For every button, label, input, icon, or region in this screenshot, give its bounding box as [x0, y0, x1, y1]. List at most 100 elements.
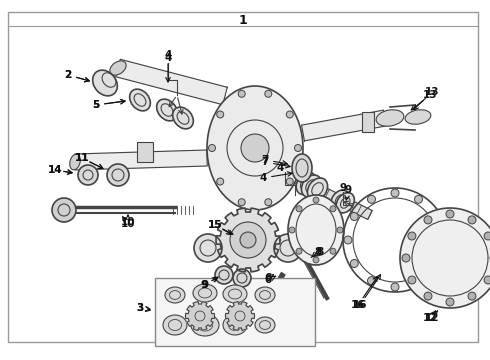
Circle shape	[408, 276, 416, 284]
Ellipse shape	[191, 314, 219, 336]
Text: 3: 3	[136, 303, 144, 313]
Circle shape	[294, 144, 301, 152]
Text: 9: 9	[200, 280, 208, 290]
Text: 6: 6	[265, 275, 271, 285]
Text: 10: 10	[121, 217, 135, 227]
Bar	[155, 278, 315, 346]
Circle shape	[424, 292, 432, 300]
Circle shape	[78, 165, 98, 185]
Circle shape	[350, 212, 358, 220]
Ellipse shape	[110, 61, 126, 75]
Circle shape	[432, 260, 440, 267]
Text: 2: 2	[64, 70, 72, 80]
Ellipse shape	[207, 86, 303, 210]
Text: 15: 15	[208, 220, 222, 230]
Circle shape	[296, 206, 302, 212]
Circle shape	[330, 206, 336, 212]
Ellipse shape	[172, 107, 194, 129]
Circle shape	[415, 277, 422, 285]
Circle shape	[344, 236, 352, 244]
Circle shape	[286, 111, 294, 118]
Text: 3: 3	[136, 303, 144, 313]
Circle shape	[391, 283, 399, 291]
Ellipse shape	[255, 317, 275, 333]
Text: 14: 14	[48, 165, 62, 175]
Text: 4: 4	[259, 173, 267, 183]
Circle shape	[313, 257, 319, 263]
Text: 5: 5	[93, 100, 99, 110]
Text: 9: 9	[344, 185, 351, 195]
Polygon shape	[293, 174, 372, 220]
Circle shape	[337, 227, 343, 233]
Circle shape	[400, 208, 490, 308]
Circle shape	[313, 197, 319, 203]
Circle shape	[484, 232, 490, 240]
Circle shape	[468, 216, 476, 224]
Text: 13: 13	[423, 90, 437, 100]
Text: 16: 16	[351, 300, 365, 310]
Circle shape	[238, 90, 245, 97]
Circle shape	[446, 210, 454, 218]
Polygon shape	[75, 150, 207, 170]
Text: 6: 6	[265, 273, 271, 283]
Text: 2: 2	[64, 70, 72, 80]
Ellipse shape	[157, 99, 177, 121]
Circle shape	[424, 216, 432, 224]
Ellipse shape	[292, 154, 312, 182]
Polygon shape	[186, 302, 215, 330]
Circle shape	[350, 260, 358, 267]
Circle shape	[446, 298, 454, 306]
Ellipse shape	[163, 315, 187, 335]
Ellipse shape	[288, 195, 344, 265]
Ellipse shape	[376, 110, 404, 126]
Ellipse shape	[193, 284, 217, 302]
Ellipse shape	[301, 175, 321, 197]
Circle shape	[484, 276, 490, 284]
Circle shape	[230, 222, 266, 258]
Circle shape	[233, 269, 251, 287]
Text: 12: 12	[425, 313, 439, 323]
Text: 9: 9	[340, 183, 346, 193]
Text: 15: 15	[208, 220, 222, 230]
Ellipse shape	[165, 287, 185, 303]
Ellipse shape	[130, 89, 150, 111]
Circle shape	[241, 134, 269, 162]
Circle shape	[265, 90, 272, 97]
Ellipse shape	[255, 287, 275, 303]
Circle shape	[330, 248, 336, 254]
Text: 5: 5	[93, 100, 99, 110]
Ellipse shape	[296, 172, 317, 195]
Circle shape	[217, 178, 224, 185]
Circle shape	[368, 195, 375, 203]
Ellipse shape	[70, 154, 80, 170]
Text: 16: 16	[353, 300, 367, 310]
Circle shape	[107, 164, 129, 186]
Circle shape	[432, 212, 440, 220]
Text: 4: 4	[164, 50, 171, 60]
Circle shape	[52, 198, 76, 222]
Circle shape	[209, 144, 216, 152]
Circle shape	[194, 234, 222, 262]
Bar	[137, 142, 153, 162]
Text: 13: 13	[425, 87, 439, 97]
Ellipse shape	[405, 110, 431, 124]
Ellipse shape	[223, 285, 247, 303]
Ellipse shape	[331, 190, 349, 210]
Text: 12: 12	[423, 313, 437, 323]
Circle shape	[415, 195, 422, 203]
Text: 14: 14	[48, 165, 62, 175]
Text: 1: 1	[239, 13, 247, 27]
Circle shape	[240, 232, 256, 248]
Circle shape	[408, 232, 416, 240]
Circle shape	[215, 266, 233, 284]
Circle shape	[438, 236, 446, 244]
Ellipse shape	[307, 178, 328, 200]
Circle shape	[296, 248, 302, 254]
Polygon shape	[116, 59, 227, 105]
Text: 4: 4	[276, 163, 284, 173]
Ellipse shape	[223, 315, 247, 335]
Circle shape	[402, 254, 410, 262]
Text: 9: 9	[201, 280, 209, 290]
Text: 7: 7	[261, 157, 269, 167]
Circle shape	[286, 178, 294, 185]
